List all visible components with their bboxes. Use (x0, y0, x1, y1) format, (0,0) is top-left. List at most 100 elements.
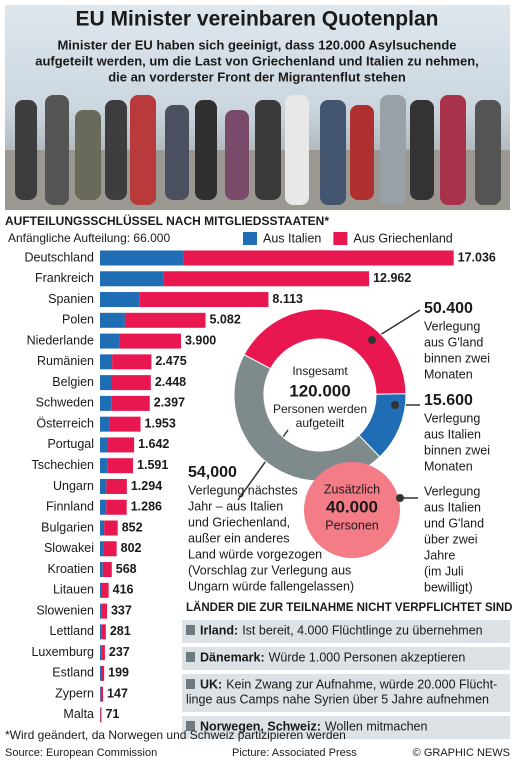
donut-annotation: Verlegung (424, 319, 480, 333)
bar-segment (100, 645, 101, 660)
bar-segment (103, 562, 112, 577)
non-participants-list: Irland: Ist bereit, 4.000 Flüchtlinge zu … (182, 620, 510, 739)
total-label: 1.953 (145, 416, 176, 430)
bar-segment (101, 666, 104, 681)
bar-segment (100, 354, 112, 369)
bar-segment (100, 687, 101, 702)
total-label: 199 (108, 666, 129, 680)
bar-segment (110, 417, 141, 432)
category-label: Frankreich (35, 271, 94, 285)
item-text: Kein Zwang zur Aufnahme, würde 20.000 Fl… (226, 677, 497, 691)
donut-annotation: binnen zwei (424, 351, 490, 365)
bar-segment (140, 292, 269, 307)
category-label: Slowakei (44, 541, 94, 555)
donut-annotation: außer ein anderes (188, 531, 289, 545)
category-label: Österreich (36, 416, 94, 430)
category-label: Slowenien (36, 603, 94, 617)
category-label: Litauen (53, 583, 94, 597)
item-text: linge aus Camps nahe Syrien über 5 Jahre… (186, 692, 489, 706)
footnote: *Wird geändert, da Norwegen und Schweiz … (5, 728, 346, 742)
total-label: 3.900 (185, 333, 216, 347)
item-country: Irland: (200, 623, 238, 637)
subtitle: Minister der EU haben sich geeinigt, das… (57, 37, 456, 52)
bar-segment (101, 645, 105, 660)
list-marker (186, 625, 195, 635)
subtitle: aufgeteilt werden, um die Last von Griec… (35, 53, 479, 68)
category-label: Zypern (55, 686, 94, 700)
donut-center-text: Insgesamt (292, 364, 348, 378)
donut-center-text: 120.000 (289, 381, 350, 400)
bar-segment (100, 271, 164, 286)
item-country: UK: (200, 677, 222, 691)
total-label: 337 (111, 603, 132, 617)
credit: Picture: Associated Press (232, 747, 357, 759)
photo-crowd (15, 95, 501, 205)
item-text: Würde 1.000 Personen akzeptieren (269, 650, 466, 664)
extra-annotation: aus Italien (424, 500, 481, 514)
total-label: 416 (113, 583, 134, 597)
total-label: 1.591 (137, 458, 168, 472)
category-label: Belgien (52, 375, 94, 389)
legend-label: Aus Italien (263, 231, 321, 245)
category-label: Deutschland (25, 250, 95, 264)
bar-segment (106, 500, 126, 515)
legend-swatch (333, 232, 347, 245)
category-label: Malta (63, 707, 94, 721)
bar-segment (100, 334, 119, 349)
bar-segment (100, 562, 103, 577)
bar-segment (100, 707, 101, 722)
bar-segment (108, 437, 134, 452)
item-text: Ist bereit, 4.000 Flüchtlinge zu überneh… (242, 623, 482, 637)
category-label: Spanien (48, 292, 94, 306)
total-label: 8.113 (272, 292, 303, 306)
category-label: Finnland (46, 500, 94, 514)
bar-segment (100, 437, 108, 452)
category-label: Luxemburg (31, 645, 94, 659)
donut-value-label: 50.400 (424, 300, 473, 317)
bar-segment (112, 354, 151, 369)
donut-annotation: und Griechenland, (188, 515, 290, 529)
category-label: Bulgarien (41, 520, 94, 534)
total-label: 17.036 (458, 250, 496, 264)
bar-segment (184, 251, 454, 266)
bar-segment (100, 521, 104, 536)
list-marker (186, 652, 195, 662)
chart-subtitle: Anfängliche Aufteilung: 66.000 (8, 231, 170, 245)
donut-annotation: Verlegung nächstes (188, 483, 298, 497)
total-label: 71 (105, 707, 119, 721)
bar-segment (101, 624, 105, 639)
bar-segment (100, 417, 110, 432)
total-label: 1.642 (138, 437, 169, 451)
total-label: 802 (121, 541, 142, 555)
category-label: Schweden (36, 396, 94, 410)
bar-segment (102, 604, 107, 619)
bar-segment (112, 375, 151, 390)
bar-segment (104, 541, 117, 556)
bar-segment (100, 458, 108, 473)
extra-annotation: über zwei (424, 532, 478, 546)
bar-segment (100, 604, 102, 619)
category-label: Polen (62, 313, 94, 327)
bar-segment (100, 251, 184, 266)
total-label: 1.286 (131, 500, 162, 514)
donut-annotation: Land würde vorgezogen (188, 547, 322, 561)
category-label: Portugal (47, 437, 94, 451)
box-heading: LÄNDER DIE ZUR TEILNAHME NICHT VERPFLICH… (186, 601, 512, 614)
source: Source: European Commission (5, 747, 157, 759)
bar-segment (106, 479, 127, 494)
total-label: 5.082 (210, 313, 241, 327)
bar-segment (100, 375, 112, 390)
title: EU Minister vereinbaren Quotenplan (76, 8, 439, 31)
donut-annotation: Ungarn würde fallengelassen) (188, 579, 354, 593)
total-label: 237 (109, 645, 130, 659)
extra-label: Zusätzlich (324, 482, 380, 496)
total-label: 281 (110, 624, 131, 638)
category-label: Niederlande (27, 333, 94, 347)
subtitle: die an vorderster Front der Migrantenflu… (108, 69, 406, 84)
extra-annotation: und G'land (424, 516, 484, 530)
total-label: 1.294 (131, 479, 162, 493)
total-label: 2.448 (155, 375, 186, 389)
leader-dot (368, 336, 376, 344)
total-label: 2.397 (154, 396, 185, 410)
extra-value: 40.000 (326, 497, 378, 516)
